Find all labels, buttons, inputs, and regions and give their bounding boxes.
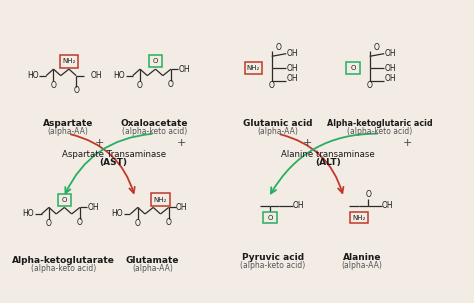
Text: HO: HO — [113, 71, 125, 80]
Text: NH₂: NH₂ — [247, 65, 260, 71]
Text: O: O — [374, 43, 380, 52]
Text: O: O — [46, 219, 52, 228]
Text: OH: OH — [176, 203, 188, 212]
FancyBboxPatch shape — [245, 62, 262, 75]
Text: Glutamate: Glutamate — [126, 255, 179, 265]
Text: OH: OH — [293, 201, 305, 210]
Text: O: O — [351, 65, 356, 71]
FancyBboxPatch shape — [264, 211, 277, 224]
FancyBboxPatch shape — [149, 55, 162, 67]
Text: NH₂: NH₂ — [154, 197, 167, 203]
Text: Oxaloacetate: Oxaloacetate — [121, 119, 188, 128]
Text: (alpha-AA): (alpha-AA) — [257, 127, 298, 136]
Text: O: O — [367, 81, 373, 90]
Text: Alanine transaminase: Alanine transaminase — [281, 150, 374, 159]
FancyBboxPatch shape — [350, 211, 368, 224]
Text: O: O — [77, 218, 83, 227]
Text: +: + — [177, 138, 187, 148]
Text: (alpha-AA): (alpha-AA) — [341, 261, 383, 270]
Text: NH₂: NH₂ — [353, 215, 366, 221]
Text: Alpha-ketoglutarate: Alpha-ketoglutarate — [12, 255, 115, 265]
Text: (AST): (AST) — [100, 158, 128, 167]
Text: (ALT): (ALT) — [315, 158, 341, 167]
Text: O: O — [51, 81, 56, 90]
Text: +: + — [302, 138, 312, 148]
FancyBboxPatch shape — [346, 62, 360, 74]
Text: Alpha-ketoglutaric acid: Alpha-ketoglutaric acid — [327, 119, 433, 128]
Text: Aspartate: Aspartate — [43, 119, 93, 128]
Text: OH: OH — [384, 74, 396, 83]
Text: HO: HO — [27, 71, 38, 80]
Text: NH₂: NH₂ — [62, 58, 76, 64]
Text: Pyruvic acid: Pyruvic acid — [242, 253, 304, 261]
Text: O: O — [268, 215, 273, 221]
Text: OH: OH — [286, 74, 298, 83]
Text: O: O — [62, 197, 67, 203]
Text: O: O — [168, 80, 174, 89]
FancyBboxPatch shape — [60, 55, 78, 68]
FancyBboxPatch shape — [57, 194, 71, 206]
Text: OH: OH — [384, 64, 396, 73]
Text: +: + — [403, 138, 412, 148]
Text: (alpha-keto acid): (alpha-keto acid) — [122, 127, 187, 136]
Text: OH: OH — [91, 71, 102, 80]
Text: O: O — [73, 86, 79, 95]
Text: O: O — [137, 81, 143, 90]
FancyBboxPatch shape — [151, 193, 170, 206]
Text: O: O — [269, 81, 274, 90]
Text: HO: HO — [111, 209, 123, 218]
Text: OH: OH — [87, 203, 99, 212]
Text: (alpha-AA): (alpha-AA) — [132, 264, 173, 273]
Text: O: O — [276, 43, 282, 52]
Text: O: O — [166, 218, 172, 227]
Text: (alpha-keto acid): (alpha-keto acid) — [240, 261, 306, 270]
Text: HO: HO — [22, 209, 34, 218]
Text: OH: OH — [382, 201, 393, 210]
Text: O: O — [153, 58, 158, 64]
Text: Aspartate Transaminase: Aspartate Transaminase — [62, 150, 165, 159]
Text: O: O — [365, 190, 371, 199]
Text: (alpha-keto acid): (alpha-keto acid) — [347, 127, 413, 136]
Text: Alanine: Alanine — [343, 253, 381, 261]
Text: +: + — [95, 138, 105, 148]
Text: OH: OH — [286, 49, 298, 58]
Text: OH: OH — [384, 49, 396, 58]
Text: Glutamic acid: Glutamic acid — [243, 119, 312, 128]
Text: (alpha-keto acid): (alpha-keto acid) — [31, 264, 96, 273]
Text: (alpha-AA): (alpha-AA) — [47, 127, 89, 136]
Text: OH: OH — [178, 65, 190, 74]
Text: OH: OH — [286, 64, 298, 73]
Text: O: O — [135, 219, 141, 228]
